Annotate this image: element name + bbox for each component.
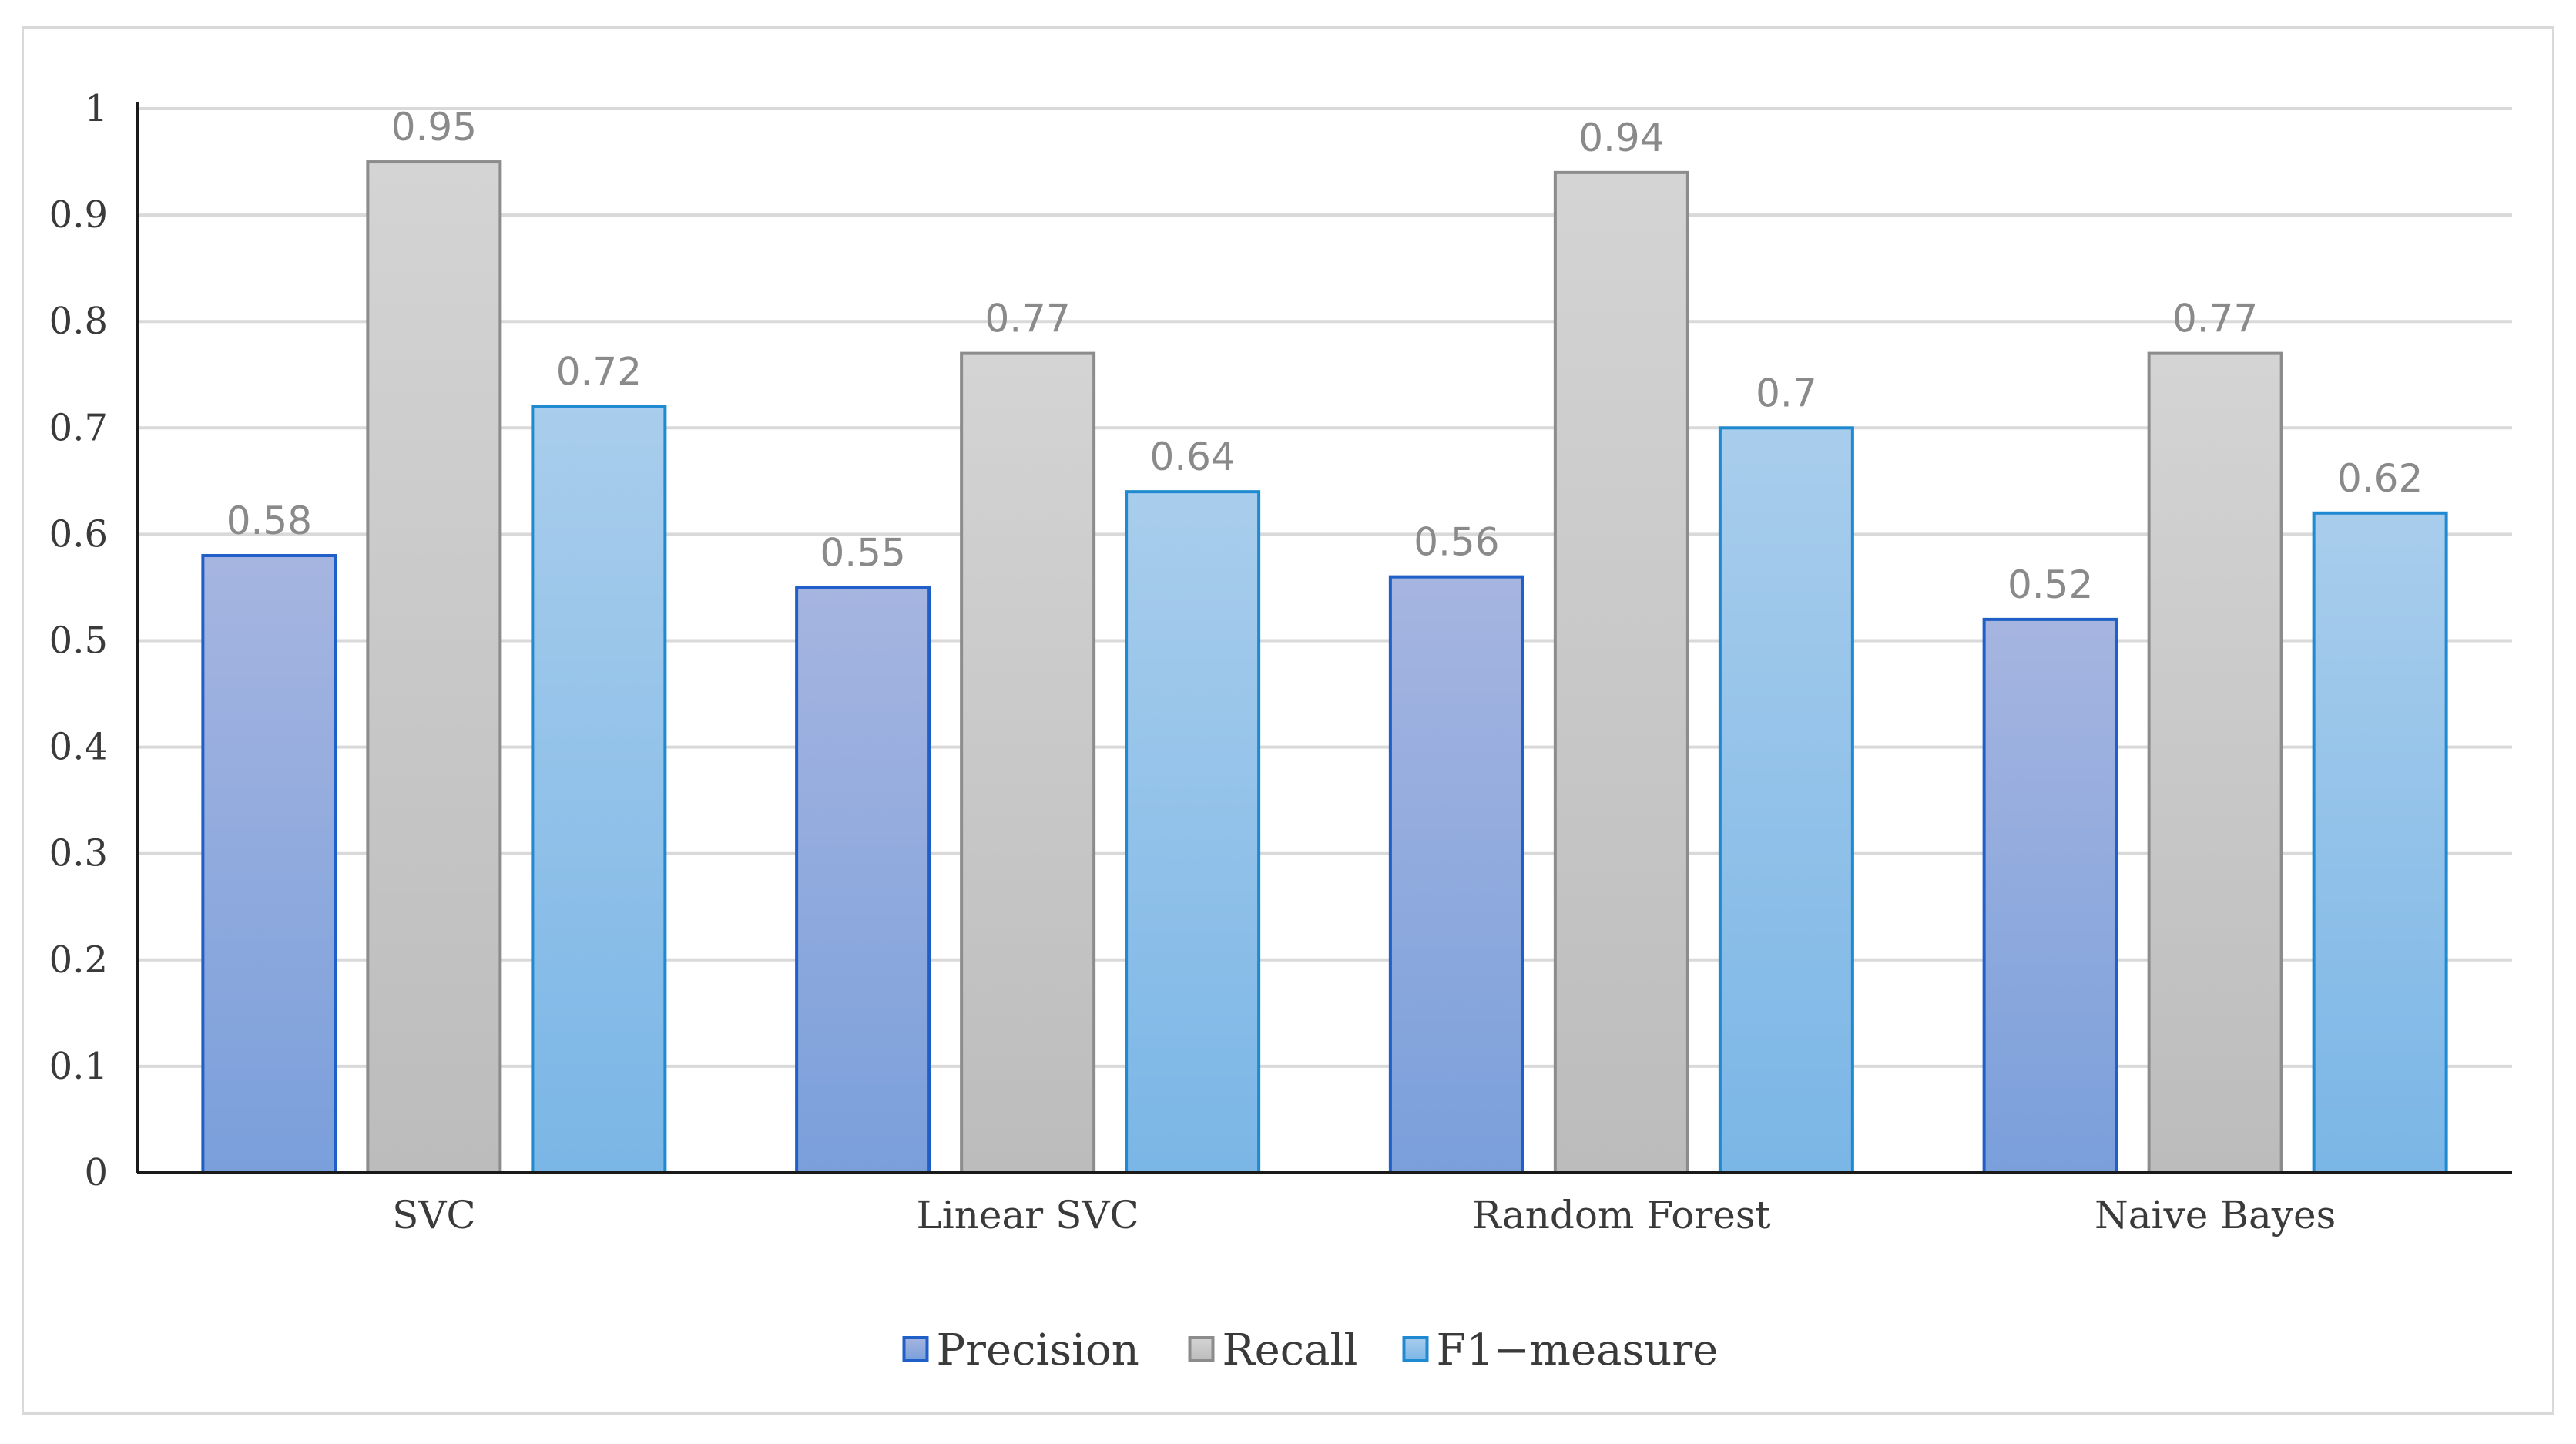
category-label-linear-svc: Linear SVC <box>917 1193 1139 1237</box>
bar-chart: 0 0.1 0.2 0.3 0.4 0.5 0.6 0.7 0.8 0.9 1 SVC Linear … <box>49 87 2512 1375</box>
legend: Precision Recall F1−measure <box>902 1325 1719 1375</box>
y-tick-label: 0.2 <box>49 939 108 982</box>
legend-item-precision: Precision <box>902 1325 1139 1375</box>
y-tick-labels: 0 0.1 0.2 0.3 0.4 0.5 0.6 0.7 0.8 0.9 1 <box>49 87 108 1194</box>
legend-label: Recall <box>1223 1325 1358 1375</box>
bar-recall-naive-bayes <box>2147 351 2283 1174</box>
bar-precision-svc <box>201 554 337 1174</box>
bars <box>201 160 2448 1175</box>
data-label: 0.52 <box>2007 562 2093 607</box>
legend-item-recall: Recall <box>1188 1325 1358 1375</box>
y-tick-label: 0.7 <box>49 406 108 449</box>
chart-frame: 0 0.1 0.2 0.3 0.4 0.5 0.6 0.7 0.8 0.9 1 SVC Linear … <box>22 26 2554 1415</box>
bar-precision-linear-svc <box>795 586 931 1174</box>
category-label-naive-bayes: Naive Bayes <box>2095 1193 2336 1237</box>
bar-recall-svc <box>366 160 502 1174</box>
legend-swatch <box>902 1336 929 1362</box>
legend-item-f1-measure: F1−measure <box>1402 1325 1719 1375</box>
data-label: 0.58 <box>226 499 312 543</box>
y-tick-label: 0 <box>84 1151 108 1194</box>
data-label: 0.72 <box>556 350 642 395</box>
category-label-svc: SVC <box>392 1193 476 1237</box>
bar-f1-measure-naive-bayes <box>2312 511 2448 1174</box>
data-label: 0.56 <box>1414 520 1499 565</box>
bar-recall-random-forest <box>1553 170 1689 1175</box>
bar-precision-naive-bayes <box>1982 617 2118 1174</box>
legend-label: F1−measure <box>1437 1325 1719 1375</box>
data-label: 0.55 <box>820 530 905 575</box>
data-label: 0.7 <box>1756 371 1817 415</box>
y-tick-label: 1 <box>84 87 108 130</box>
category-label-random-forest: Random Forest <box>1472 1193 1771 1237</box>
legend-swatch <box>1188 1336 1215 1362</box>
y-tick-label: 0.5 <box>49 620 108 663</box>
data-label: 0.77 <box>2172 297 2258 341</box>
y-tick-label: 0.4 <box>49 726 108 769</box>
y-tick-label: 0.9 <box>49 193 108 237</box>
category-labels: SVC Linear SVC Random Forest Naive Bayes <box>392 1193 2336 1237</box>
legend-label: Precision <box>937 1325 1139 1375</box>
data-label: 0.62 <box>2337 456 2423 501</box>
data-label: 0.77 <box>984 297 1070 341</box>
legend-swatch <box>1402 1336 1429 1362</box>
data-label: 0.64 <box>1149 435 1235 479</box>
axes <box>136 102 2512 1174</box>
bar-precision-random-forest <box>1388 575 1524 1174</box>
data-labels: 0.58 0.95 0.72 0.55 0.77 0.64 0.56 0.94 0.7 0.52 0… <box>226 105 2423 607</box>
y-tick-label: 0.6 <box>49 512 108 556</box>
bar-recall-linear-svc <box>960 351 1096 1174</box>
bar-f1-measure-svc <box>531 405 667 1174</box>
bar-f1-measure-linear-svc <box>1125 490 1261 1174</box>
data-label: 0.95 <box>391 105 477 149</box>
bar-f1-measure-random-forest <box>1718 426 1854 1174</box>
y-tick-label: 0.3 <box>49 832 108 875</box>
y-tick-label: 0.1 <box>49 1045 108 1088</box>
data-label: 0.94 <box>1578 116 1664 160</box>
y-tick-label: 0.8 <box>49 300 108 343</box>
